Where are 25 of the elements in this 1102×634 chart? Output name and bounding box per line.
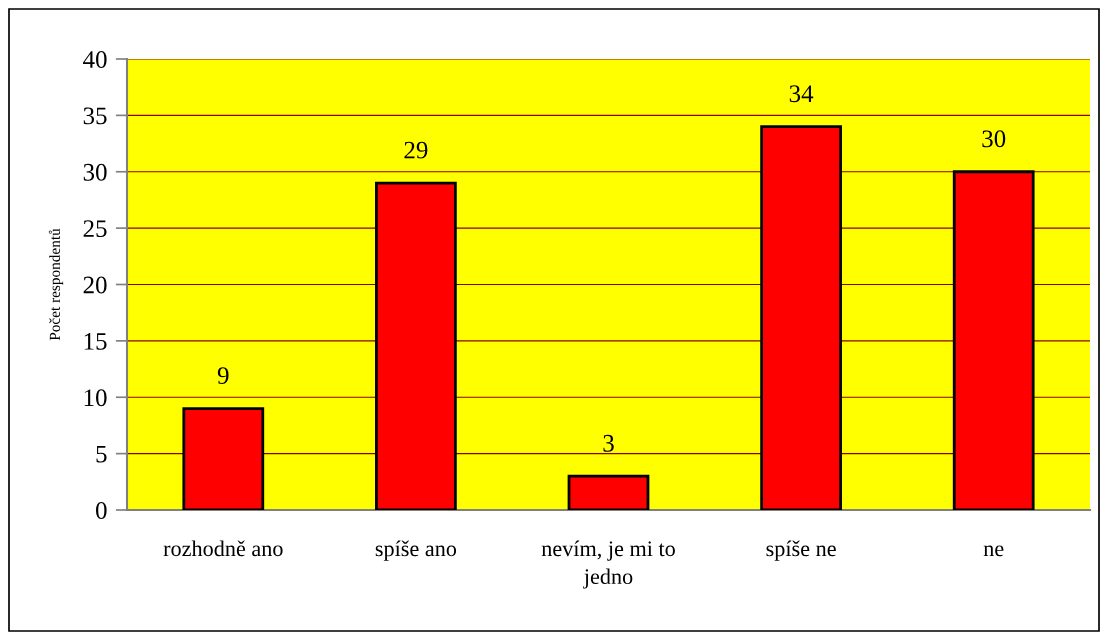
- y-axis-title: Počet respondentů: [48, 228, 64, 341]
- x-tick-label: nevím, je mi to jedno: [541, 540, 675, 589]
- y-tick-label: 30: [83, 163, 107, 181]
- data-label: 34: [789, 85, 814, 103]
- x-tick-label: spíše ano: [375, 540, 457, 561]
- x-tick-label: ne: [983, 545, 1004, 557]
- y-tick-label: 15: [84, 333, 107, 350]
- data-label: 30: [982, 130, 1006, 148]
- bar: [182, 407, 265, 510]
- y-tick-label: 20: [83, 276, 107, 294]
- bar: [567, 474, 650, 510]
- data-label: 9: [217, 367, 229, 384]
- bar: [375, 181, 457, 510]
- y-tick-label: 40: [83, 51, 107, 68]
- x-tick-label: rozhodně ano: [163, 540, 283, 557]
- y-tick-label: 35: [83, 107, 107, 125]
- y-tick-label: 5: [96, 445, 107, 463]
- bar: [952, 170, 1035, 510]
- y-tick-label: 25: [83, 220, 107, 238]
- data-label: 3: [603, 434, 614, 452]
- y-tick-label: 10: [84, 389, 107, 407]
- bar: [760, 125, 842, 510]
- y-tick-label: 0: [96, 502, 107, 519]
- data-label: 29: [404, 141, 428, 159]
- x-tick-label: spíše ne: [766, 540, 836, 561]
